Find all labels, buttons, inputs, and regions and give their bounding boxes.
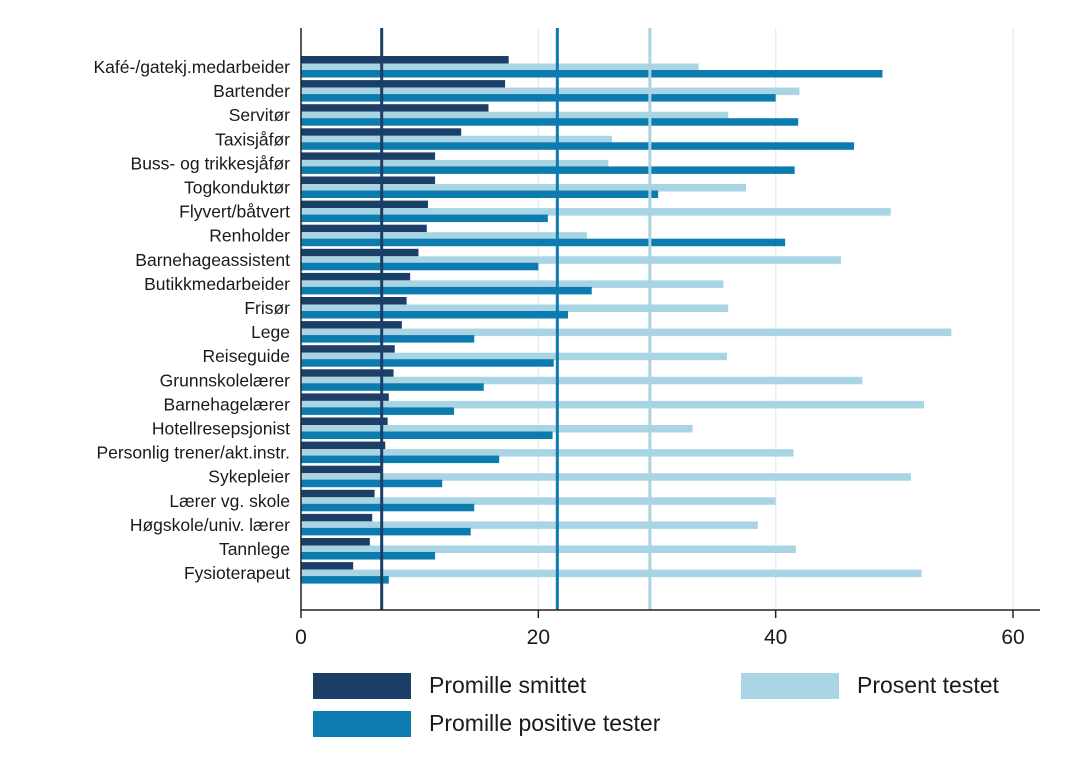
x-tick-label: 0 xyxy=(295,626,307,649)
category-label: Hotellresepsjonist xyxy=(152,419,290,439)
bar xyxy=(301,94,776,102)
category-label: Barnehageassistent xyxy=(135,250,290,270)
bar xyxy=(301,393,389,401)
bar xyxy=(301,248,419,257)
bar xyxy=(301,369,394,377)
bar xyxy=(301,272,411,281)
bar xyxy=(301,527,471,536)
category-label: Togkonduktør xyxy=(184,178,290,198)
bar xyxy=(301,328,952,337)
bar xyxy=(301,465,383,474)
bar xyxy=(301,238,786,247)
bar xyxy=(301,311,568,319)
bar xyxy=(301,479,443,488)
category-label-layer: Kafé-/gatekj.medarbeider Bartender Servitø… xyxy=(94,57,291,583)
bar xyxy=(301,135,612,144)
bar-layer xyxy=(301,56,952,584)
bar xyxy=(301,513,373,522)
bar xyxy=(301,503,475,512)
category-label: Frisør xyxy=(244,298,290,318)
bar xyxy=(301,304,729,312)
bar xyxy=(301,441,386,450)
bar xyxy=(301,118,799,126)
reference-line-layer xyxy=(380,28,652,610)
category-label: Flyvert/båtvert xyxy=(179,202,290,222)
category-label: Barnehagelærer xyxy=(164,394,291,414)
bar xyxy=(301,417,388,425)
bar xyxy=(301,473,911,481)
category-label: Butikkmedarbeider xyxy=(144,274,290,294)
category-label: Grunnskolelærer xyxy=(160,370,290,390)
bar xyxy=(301,497,776,505)
category-label: Lærer vg. skole xyxy=(169,491,290,511)
bar xyxy=(301,87,800,96)
bar xyxy=(301,376,863,385)
bar xyxy=(301,345,395,353)
bar xyxy=(301,224,427,233)
bar xyxy=(301,104,489,112)
bar xyxy=(301,184,746,192)
bar xyxy=(301,286,592,295)
bar xyxy=(301,425,693,433)
bar xyxy=(301,521,758,529)
bar xyxy=(301,200,428,209)
bar xyxy=(301,538,370,546)
bar xyxy=(301,552,436,560)
category-label: Fysioterapeut xyxy=(184,563,290,583)
category-label: Høgskole/univ. lærer xyxy=(130,515,290,535)
bar xyxy=(301,111,729,120)
category-label: Lege xyxy=(251,322,290,342)
bar xyxy=(301,297,407,305)
bar xyxy=(301,455,500,464)
bar xyxy=(301,545,796,553)
bar xyxy=(301,449,794,457)
bar xyxy=(301,569,922,578)
category-label: Personlig trener/akt.instr. xyxy=(96,443,290,463)
bar xyxy=(301,208,891,216)
bar xyxy=(301,190,659,198)
bar xyxy=(301,166,795,174)
bar xyxy=(301,321,402,329)
bar xyxy=(301,262,539,271)
x-tick-label: 60 xyxy=(1001,626,1024,649)
category-label: Renholder xyxy=(209,226,290,246)
bar xyxy=(301,431,553,439)
bar xyxy=(301,407,455,415)
bar xyxy=(301,232,587,240)
bar xyxy=(301,63,699,71)
bar xyxy=(301,256,841,264)
bar xyxy=(301,142,854,150)
axis-layer xyxy=(300,28,1040,618)
category-label: Bartender xyxy=(213,81,290,101)
x-tick-label: 20 xyxy=(527,626,550,649)
category-label: Servitør xyxy=(229,105,290,125)
bar xyxy=(301,214,548,223)
bar xyxy=(301,56,509,64)
category-label: Tannlege xyxy=(219,539,290,559)
bar xyxy=(301,383,484,391)
bar xyxy=(301,489,375,498)
bar xyxy=(301,352,728,361)
bar xyxy=(301,176,436,184)
category-label: Taxisjåfør xyxy=(215,129,290,149)
bar xyxy=(301,80,506,88)
bar xyxy=(301,400,924,409)
category-label: Sykepleier xyxy=(208,467,290,487)
tick-label-layer: 0 20 40 60 xyxy=(295,626,1025,649)
category-label: Buss- og trikkesjåfør xyxy=(131,153,291,173)
bar xyxy=(301,152,436,160)
x-tick-label: 40 xyxy=(764,626,787,649)
bar xyxy=(301,280,724,288)
category-label: Reiseguide xyxy=(202,346,290,366)
bar xyxy=(301,335,475,343)
bar xyxy=(301,70,883,78)
bar xyxy=(301,359,554,367)
category-label: Kafé-/gatekj.medarbeider xyxy=(94,57,291,77)
bar xyxy=(301,159,609,168)
bar xyxy=(301,576,389,584)
bar xyxy=(301,562,354,570)
